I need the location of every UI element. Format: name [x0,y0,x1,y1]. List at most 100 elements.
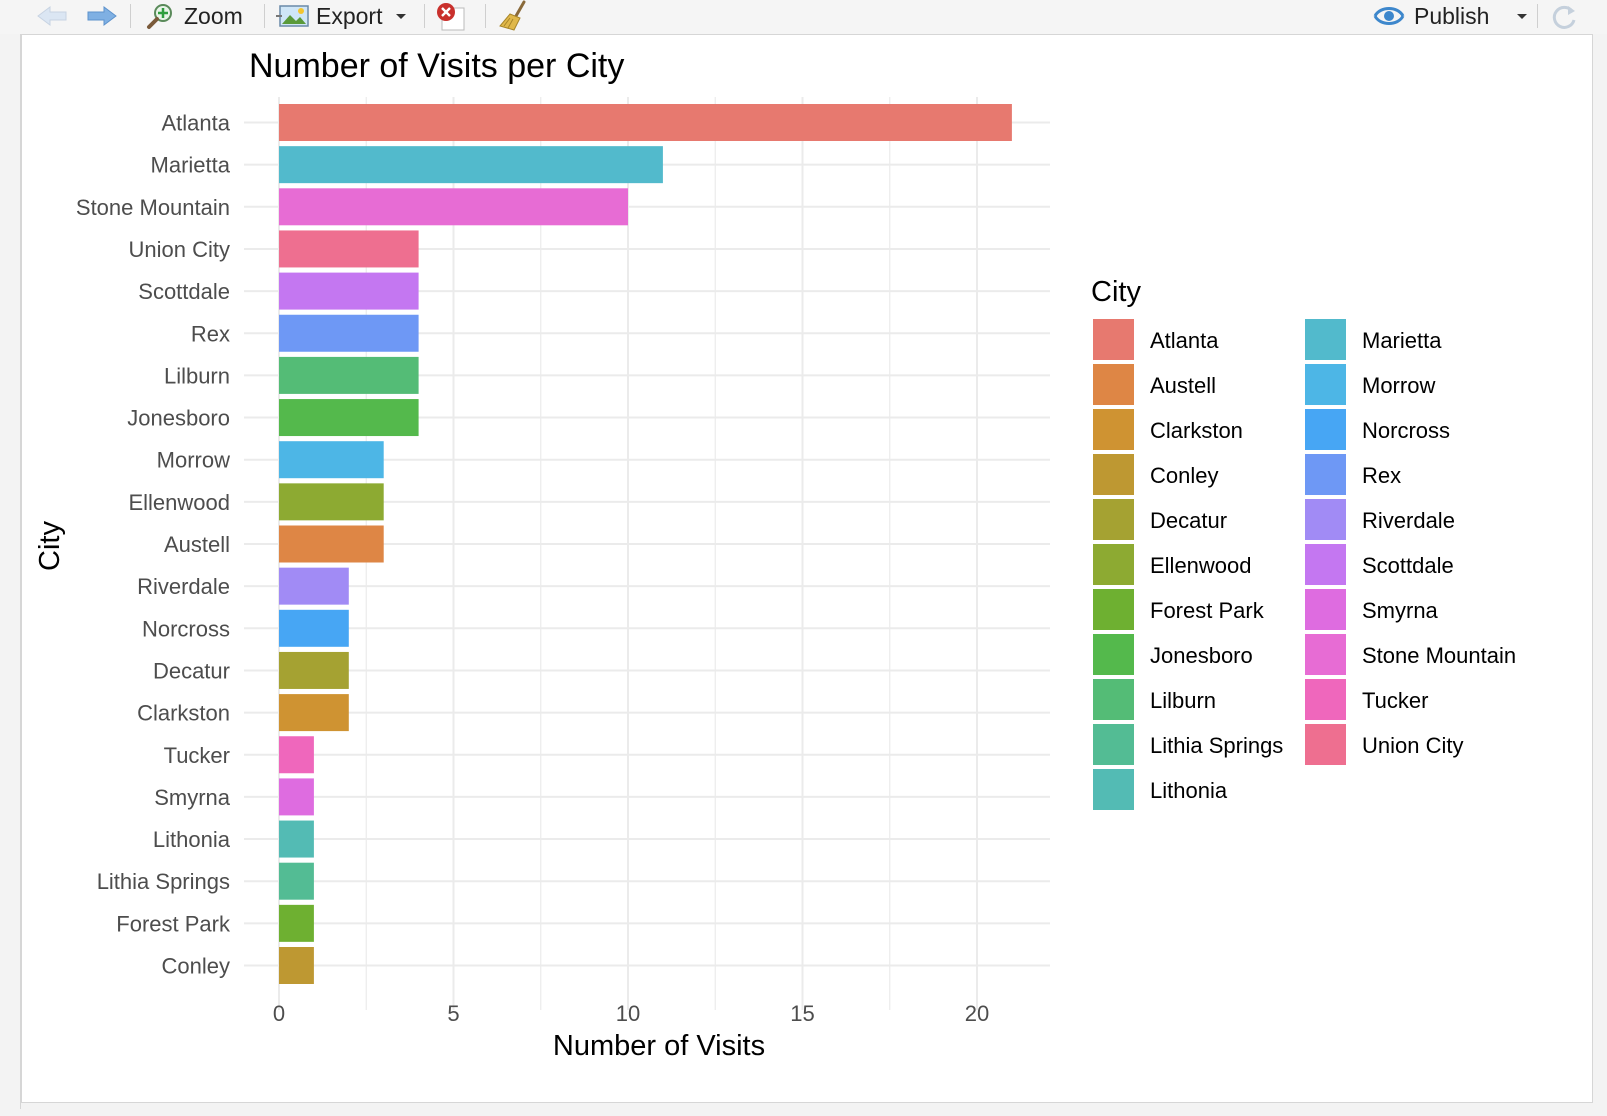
plot-panel: Number of Visits per City Atlanta Mariett… [21,34,1593,1103]
bar-scottdale [279,272,419,310]
legend-key [1305,634,1346,675]
legend-label: Riverdale [1362,508,1455,533]
bar-chart: Number of Visits per City Atlanta Mariett… [34,47,1516,1062]
chevron-down-icon [1517,14,1528,19]
bar-atlanta [279,104,1012,141]
legend-label: Scottdale [1362,553,1454,578]
bar-lithonia [279,820,314,858]
legend-label: Clarkston [1150,418,1243,443]
export-button[interactable]: Export [276,0,408,32]
legend: City Atlanta Austell Clarkston Conley Decatu… [1091,276,1516,810]
toolbar-separator [424,4,425,28]
forward-arrow-icon[interactable] [86,5,118,27]
legend-title: City [1091,276,1141,308]
bar-norcross [279,609,349,647]
legend-key [1093,409,1134,450]
y-tick-label: Stone Mountain [76,195,230,220]
y-tick-labels: Atlanta Marietta Stone Mountain Union City S… [76,111,231,979]
publish-label: Publish [1414,2,1490,29]
bar-ellenwood [279,483,384,521]
legend-label: Ellenwood [1150,553,1252,578]
y-tick-label: Riverdale [137,574,230,599]
broom-clear-icon[interactable] [498,0,534,32]
x-tick-label: 0 [273,1001,285,1026]
legend-label: Decatur [1150,508,1227,533]
legend-key [1305,409,1346,450]
toolbar-separator [130,4,131,28]
y-tick-label: Lithia Springs [97,869,230,894]
y-tick-label: Clarkston [137,701,230,726]
y-tick-label: Lilburn [164,363,230,388]
y-tick-label: Lithonia [153,827,231,852]
y-tick-label: Ellenwood [128,490,230,515]
right-pane-edge [1593,34,1607,1109]
legend-key [1093,364,1134,405]
bar-marietta [279,146,663,184]
y-tick-label: Morrow [157,448,230,473]
back-arrow-icon[interactable] [36,5,68,27]
legend-key [1093,589,1134,630]
chevron-down-icon [396,14,407,19]
legend-key [1093,769,1134,810]
y-tick-label: Tucker [164,743,230,768]
legend-key [1093,634,1134,675]
left-pane-edge [0,34,21,1109]
legend-label: Stone Mountain [1362,643,1516,668]
legend-key [1093,544,1134,585]
plot-toolbar: Zoom Export Publish [0,0,1607,35]
y-tick-label: Atlanta [162,111,231,136]
legend-label: Smyrna [1362,598,1439,623]
bars [279,104,1012,984]
toolbar-separator [264,4,265,28]
legend-key [1093,724,1134,765]
zoom-magnifier-icon [147,4,172,29]
y-tick-label: Conley [162,954,230,979]
legend-label: Atlanta [1150,328,1219,353]
y-tick-label: Austell [164,532,230,557]
chart-title: Number of Visits per City [249,47,624,85]
legend-label: Austell [1150,373,1216,398]
bar-forest-park [279,904,314,942]
legend-key [1305,724,1346,765]
x-tick-label: 20 [965,1001,989,1026]
legend-key [1093,454,1134,495]
legend-key [1305,544,1346,585]
y-tick-label: Marietta [151,153,231,178]
legend-label: Lilburn [1150,688,1216,713]
legend-label: Union City [1362,733,1463,758]
bar-tucker [279,736,314,774]
bar-riverdale [279,567,349,605]
export-label: Export [316,2,383,29]
y-tick-label: Smyrna [154,785,231,810]
bar-lithia-springs [279,862,314,900]
toolbar-separator [485,4,486,28]
legend-label: Forest Park [1150,598,1265,623]
y-tick-label: Union City [129,237,230,262]
bar-lilburn [279,356,419,394]
legend-label: Lithia Springs [1150,733,1283,758]
y-tick-label: Scottdale [138,279,230,304]
bar-rex [279,314,419,352]
remove-plot-icon[interactable] [434,2,470,32]
x-tick-label: 10 [616,1001,640,1026]
x-axis-title: Number of Visits [553,1030,765,1062]
bar-clarkston [279,694,349,732]
publish-button[interactable]: Publish [1372,0,1529,32]
legend-label: Jonesboro [1150,643,1253,668]
refresh-icon[interactable] [1548,2,1580,32]
bar-union-city [279,230,419,268]
zoom-label: Zoom [184,2,243,29]
x-tick-label: 15 [790,1001,814,1026]
legend-label: Morrow [1362,373,1435,398]
legend-label: Lithonia [1150,778,1228,803]
bar-decatur [279,651,349,689]
legend-key [1305,454,1346,495]
bar-morrow [279,441,384,479]
legend-key [1305,319,1346,360]
x-tick-label: 5 [447,1001,459,1026]
legend-label: Conley [1150,463,1218,488]
y-tick-label: Norcross [142,616,230,641]
legend-label: Rex [1362,463,1401,488]
bar-austell [279,525,384,563]
zoom-button[interactable]: Zoom [146,0,243,32]
